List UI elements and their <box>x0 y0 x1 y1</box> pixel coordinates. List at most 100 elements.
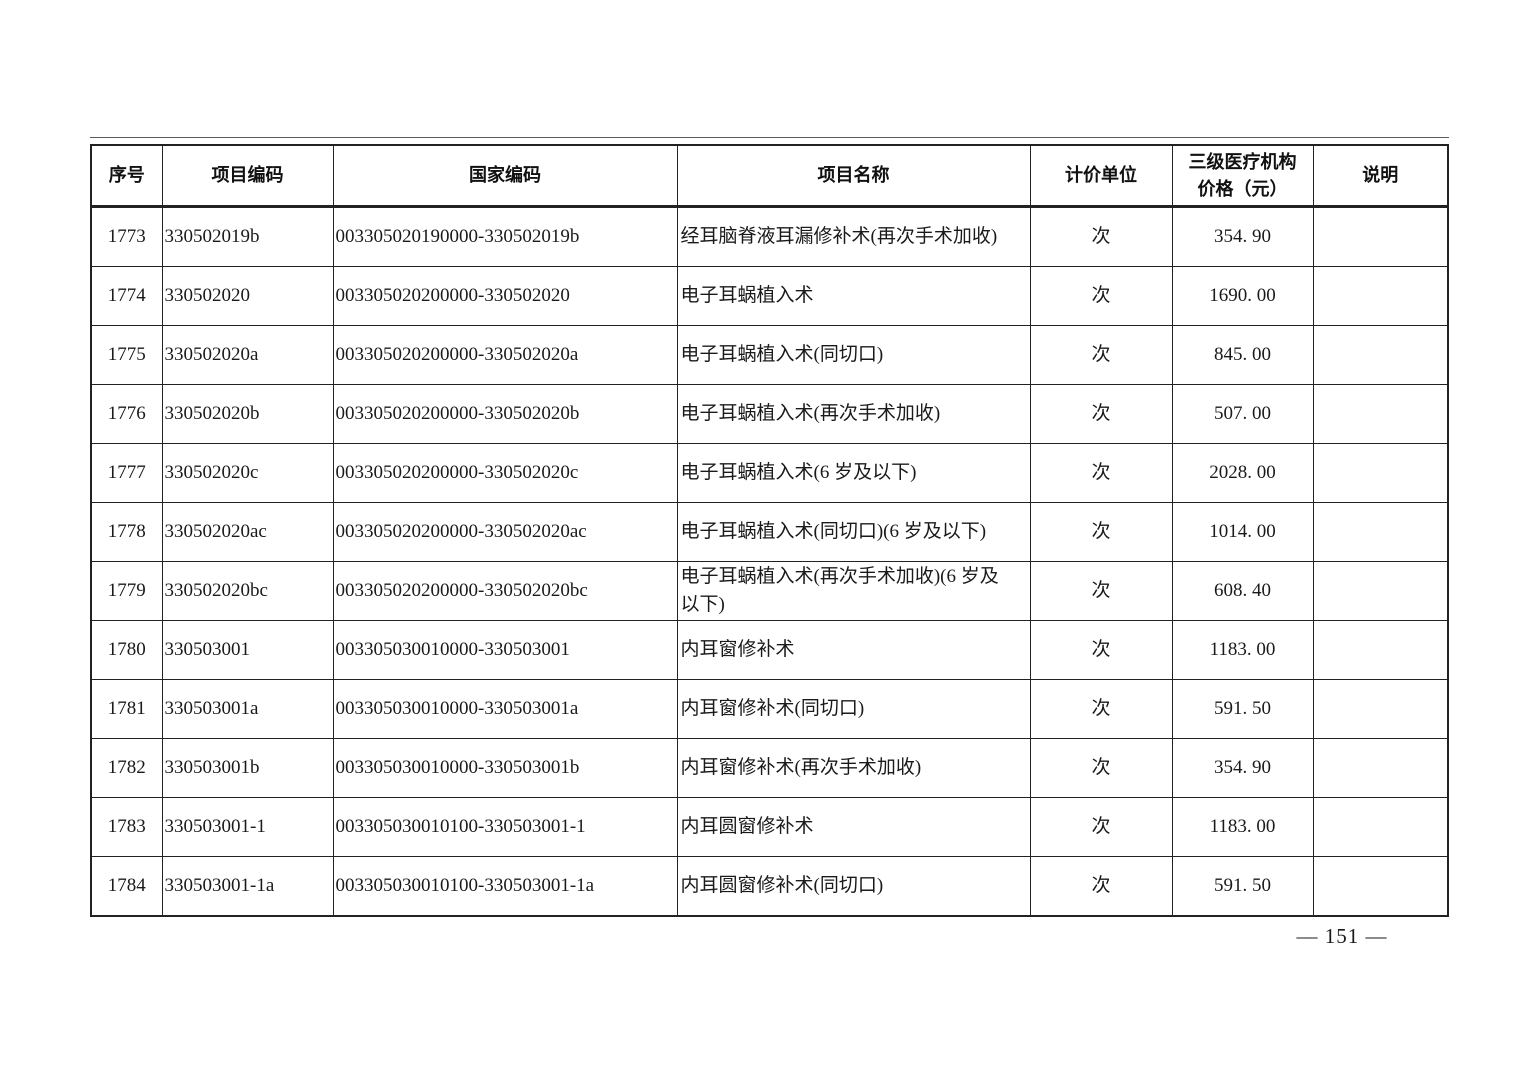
project-code-cell: 330502019b <box>161 206 334 267</box>
project-name-cell: 内耳窗修补术(再次手术加收) <box>676 738 1031 798</box>
unit-cell: 次 <box>1029 797 1173 857</box>
unit-cell: 次 <box>1029 561 1173 621</box>
project-name-cell: 电子耳蜗植入术(同切口) <box>676 325 1031 385</box>
price-cell: 845. 00 <box>1171 325 1314 385</box>
unit-cell: 次 <box>1029 384 1173 444</box>
table-top-rule <box>90 137 1449 138</box>
national-code-cell: 003305020190000-330502019b <box>332 206 678 267</box>
note-cell <box>1312 620 1449 680</box>
project-code-cell: 330503001b <box>161 738 334 798</box>
table-header: 序号 项目编码 国家编码 项目名称 计价单位 三级医疗机构 价格（元） 说明 <box>90 144 1449 208</box>
national-code-cell: 003305030010000-330503001a <box>332 679 678 739</box>
price-cell: 354. 90 <box>1171 206 1314 267</box>
project-name-cell: 电子耳蜗植入术(6 岁及以下) <box>676 443 1031 503</box>
note-cell <box>1312 856 1449 917</box>
header-note: 说明 <box>1312 144 1449 208</box>
table-row: 1774 330502020 003305020200000-330502020… <box>90 266 1449 326</box>
seq-cell: 1774 <box>90 266 163 326</box>
project-code-cell: 330502020b <box>161 384 334 444</box>
note-cell <box>1312 325 1449 385</box>
project-name-cell: 内耳圆窗修补术 <box>676 797 1031 857</box>
note-cell <box>1312 266 1449 326</box>
unit-cell: 次 <box>1029 679 1173 739</box>
unit-cell: 次 <box>1029 856 1173 917</box>
national-code-cell: 003305020200000-330502020a <box>332 325 678 385</box>
project-code-cell: 330502020ac <box>161 502 334 562</box>
project-name-cell: 内耳窗修补术(同切口) <box>676 679 1031 739</box>
project-code-cell: 330503001 <box>161 620 334 680</box>
project-code-cell: 330502020bc <box>161 561 334 621</box>
national-code-cell: 003305020200000-330502020c <box>332 443 678 503</box>
price-cell: 608. 40 <box>1171 561 1314 621</box>
project-code-cell: 330503001a <box>161 679 334 739</box>
table-row: 1778 330502020ac 003305020200000-3305020… <box>90 502 1449 562</box>
seq-cell: 1779 <box>90 561 163 621</box>
table-row: 1784 330503001-1a 003305030010100-330503… <box>90 856 1449 917</box>
national-code-cell: 003305030010100-330503001-1a <box>332 856 678 917</box>
header-national-code: 国家编码 <box>332 144 678 208</box>
price-cell: 1183. 00 <box>1171 797 1314 857</box>
national-code-cell: 003305030010000-330503001 <box>332 620 678 680</box>
header-seq: 序号 <box>90 144 163 208</box>
header-project-code: 项目编码 <box>161 144 334 208</box>
table-row: 1783 330503001-1 003305030010100-3305030… <box>90 797 1449 857</box>
table-row: 1776 330502020b 003305020200000-33050202… <box>90 384 1449 444</box>
header-project-name: 项目名称 <box>676 144 1031 208</box>
note-cell <box>1312 502 1449 562</box>
page-number: — 151 — <box>1296 924 1388 948</box>
project-code-cell: 330502020c <box>161 443 334 503</box>
project-code-cell: 330502020a <box>161 325 334 385</box>
project-code-cell: 330503001-1 <box>161 797 334 857</box>
note-cell <box>1312 738 1449 798</box>
unit-cell: 次 <box>1029 443 1173 503</box>
unit-cell: 次 <box>1029 620 1173 680</box>
table-row: 1779 330502020bc 003305020200000-3305020… <box>90 561 1449 621</box>
note-cell <box>1312 679 1449 739</box>
price-cell: 507. 00 <box>1171 384 1314 444</box>
national-code-cell: 003305020200000-330502020ac <box>332 502 678 562</box>
note-cell <box>1312 443 1449 503</box>
table-body: 1773 330502019b 003305020190000-33050201… <box>90 206 1449 917</box>
project-code-cell: 330503001-1a <box>161 856 334 917</box>
project-code-cell: 330502020 <box>161 266 334 326</box>
seq-cell: 1778 <box>90 502 163 562</box>
price-cell: 1690. 00 <box>1171 266 1314 326</box>
table-row: 1775 330502020a 003305020200000-33050202… <box>90 325 1449 385</box>
national-code-cell: 003305020200000-330502020 <box>332 266 678 326</box>
project-name-cell: 电子耳蜗植入术(再次手术加收) <box>676 384 1031 444</box>
seq-cell: 1775 <box>90 325 163 385</box>
national-code-cell: 003305020200000-330502020b <box>332 384 678 444</box>
table-row: 1780 330503001 003305030010000-330503001… <box>90 620 1449 680</box>
table-row: 1777 330502020c 003305020200000-33050202… <box>90 443 1449 503</box>
seq-cell: 1777 <box>90 443 163 503</box>
seq-cell: 1783 <box>90 797 163 857</box>
project-name-cell: 经耳脑脊液耳漏修补术(再次手术加收) <box>676 206 1031 267</box>
unit-cell: 次 <box>1029 502 1173 562</box>
price-cell: 591. 50 <box>1171 679 1314 739</box>
project-name-cell: 内耳窗修补术 <box>676 620 1031 680</box>
seq-cell: 1781 <box>90 679 163 739</box>
price-cell: 1014. 00 <box>1171 502 1314 562</box>
seq-cell: 1782 <box>90 738 163 798</box>
project-name-cell: 内耳圆窗修补术(同切口) <box>676 856 1031 917</box>
table-row: 1773 330502019b 003305020190000-33050201… <box>90 206 1449 267</box>
table-row: 1781 330503001a 003305030010000-33050300… <box>90 679 1449 739</box>
seq-cell: 1784 <box>90 856 163 917</box>
unit-cell: 次 <box>1029 206 1173 267</box>
project-name-cell: 电子耳蜗植入术(再次手术加收)(6 岁及 以下) <box>676 561 1031 621</box>
header-unit: 计价单位 <box>1029 144 1173 208</box>
note-cell <box>1312 384 1449 444</box>
project-name-cell: 电子耳蜗植入术 <box>676 266 1031 326</box>
national-code-cell: 003305020200000-330502020bc <box>332 561 678 621</box>
seq-cell: 1773 <box>90 206 163 267</box>
price-cell: 1183. 00 <box>1171 620 1314 680</box>
medical-price-table: 序号 项目编码 国家编码 项目名称 计价单位 三级医疗机构 价格（元） 说明 1… <box>90 144 1449 917</box>
price-cell: 2028. 00 <box>1171 443 1314 503</box>
unit-cell: 次 <box>1029 738 1173 798</box>
seq-cell: 1780 <box>90 620 163 680</box>
header-price: 三级医疗机构 价格（元） <box>1171 144 1314 208</box>
note-cell <box>1312 206 1449 267</box>
seq-cell: 1776 <box>90 384 163 444</box>
note-cell <box>1312 797 1449 857</box>
